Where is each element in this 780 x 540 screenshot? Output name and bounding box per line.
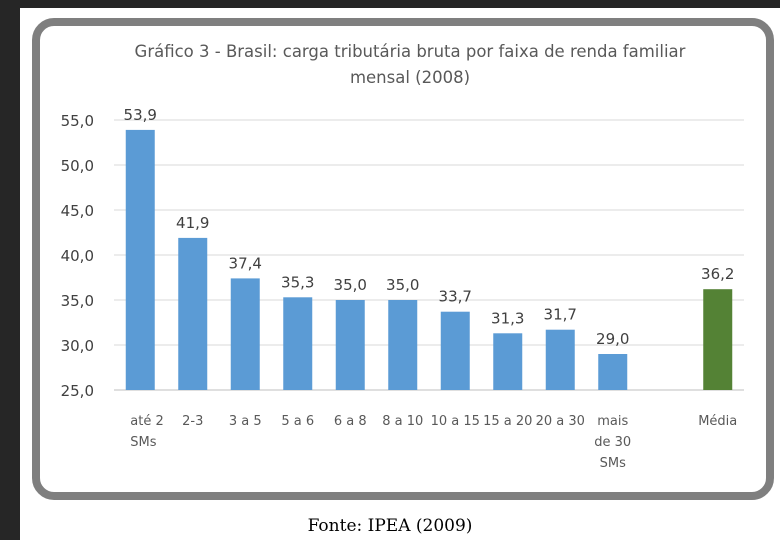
source-caption: Fonte: IPEA (2009) bbox=[307, 516, 473, 536]
chart-title-line: Gráfico 3 - Brasil: carga tributária bru… bbox=[135, 42, 686, 61]
x-tick-label: Média bbox=[698, 414, 737, 429]
chart-frame bbox=[32, 18, 774, 500]
x-tick-label: 3 a 5 bbox=[229, 414, 262, 429]
x-tick-label: SMs bbox=[130, 435, 156, 450]
y-tick-label: 35,0 bbox=[61, 292, 94, 310]
bar bbox=[125, 129, 155, 390]
y-tick-label: 50,0 bbox=[61, 157, 94, 175]
bar-value-label: 35,0 bbox=[334, 276, 367, 294]
x-tick-label: de 30 bbox=[594, 435, 631, 450]
x-tick-label: SMs bbox=[600, 456, 626, 471]
screen-edge-top bbox=[0, 0, 780, 8]
bar bbox=[283, 297, 313, 390]
bar-value-label: 35,3 bbox=[281, 273, 314, 291]
bar-value-label: 41,9 bbox=[176, 214, 209, 232]
y-tick-label: 45,0 bbox=[61, 202, 94, 220]
bar-value-label: 33,7 bbox=[439, 288, 472, 306]
bar bbox=[493, 333, 523, 390]
bar-value-label: 36,2 bbox=[701, 265, 734, 283]
x-tick-label: mais bbox=[597, 414, 628, 429]
y-tick-label: 55,0 bbox=[61, 112, 94, 130]
bar-value-label: 31,7 bbox=[544, 306, 577, 324]
bar bbox=[178, 237, 208, 390]
bar bbox=[545, 329, 575, 390]
chart-title-line: mensal (2008) bbox=[350, 68, 470, 87]
x-tick-label: 2-3 bbox=[182, 414, 203, 429]
screen-edge-left bbox=[0, 0, 20, 540]
y-tick-label: 30,0 bbox=[61, 337, 94, 355]
bar-value-label: 53,9 bbox=[124, 106, 157, 124]
x-tick-label: 10 a 15 bbox=[431, 414, 480, 429]
y-tick-label: 40,0 bbox=[61, 247, 94, 265]
x-tick-label: 15 a 20 bbox=[483, 414, 532, 429]
bar-value-label: 37,4 bbox=[229, 254, 262, 272]
bar bbox=[335, 300, 365, 390]
bar bbox=[703, 289, 733, 390]
x-tick-label: 5 a 6 bbox=[281, 414, 314, 429]
bar-value-label: 35,0 bbox=[386, 276, 419, 294]
x-tick-label: 6 a 8 bbox=[334, 414, 367, 429]
y-tick-label: 25,0 bbox=[61, 382, 94, 400]
bar-value-label: 31,3 bbox=[491, 309, 524, 327]
bar bbox=[598, 354, 628, 390]
x-tick-label: 20 a 30 bbox=[536, 414, 585, 429]
bar bbox=[230, 278, 260, 390]
bar-value-label: 29,0 bbox=[596, 330, 629, 348]
bar bbox=[440, 311, 470, 390]
x-tick-label: até 2 bbox=[130, 414, 163, 429]
x-tick-label: 8 a 10 bbox=[382, 414, 423, 429]
bar bbox=[388, 300, 418, 390]
